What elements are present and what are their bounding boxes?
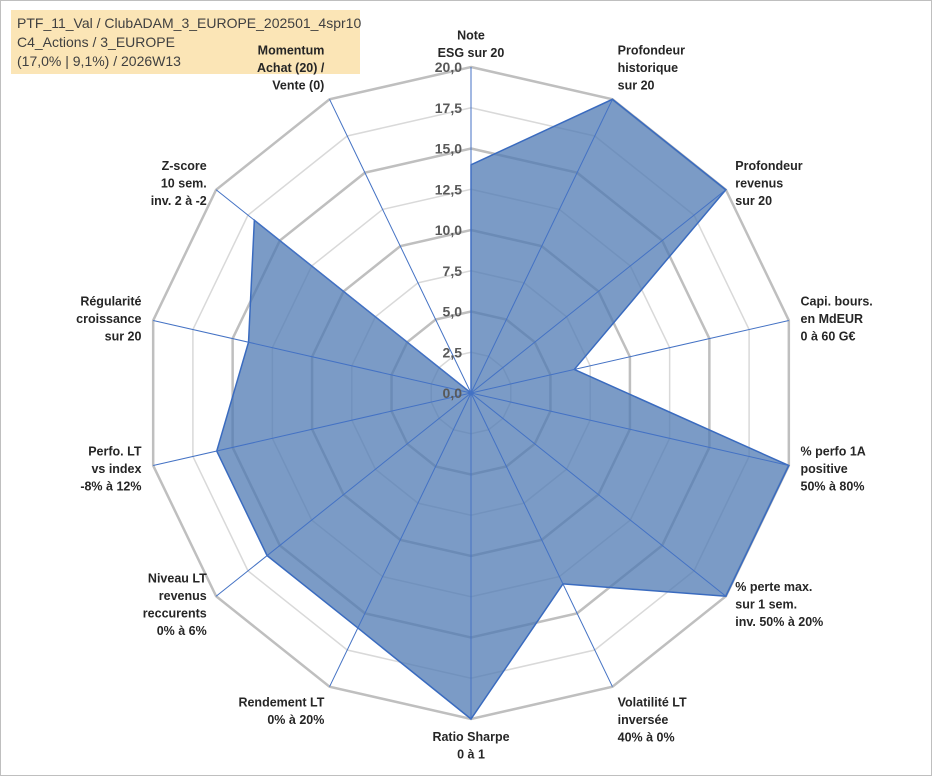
axis-label: Volatilité LT <box>618 696 687 710</box>
axis-spoke <box>153 319 472 394</box>
axis-label: Momentum <box>258 43 325 57</box>
axis-label: inv. 2 à -2 <box>151 194 207 208</box>
axis-spoke <box>470 99 613 394</box>
axis-label: Achat (20) / <box>257 61 325 75</box>
axis-spoke <box>215 392 472 597</box>
axis-spoke <box>470 189 727 394</box>
axis-spoke <box>329 392 472 687</box>
axis-label: 50% à 80% <box>801 480 865 494</box>
tick-label: 15,0 <box>435 141 462 157</box>
radar-axis-labels: Note ESG sur 20 Profondeur historique sur 20… <box>76 29 873 762</box>
axis-label: Rendement LT <box>238 696 324 710</box>
axis-label: ESG sur 20 <box>438 46 505 60</box>
axis-label: revenus <box>159 589 207 603</box>
axis-label: 40% à 0% <box>618 731 675 745</box>
radar-series-area <box>215 98 790 721</box>
axis-spoke <box>470 319 789 394</box>
axis-label: historique <box>618 61 678 75</box>
axis-label: Z-score <box>162 159 207 173</box>
radar-tick-labels: 0,0 2,5 5,0 7,5 10,0 12,5 15,0 17,5 20,0 <box>435 59 462 401</box>
title-line-3: (17,0% | 9,1%) / 2026W13 <box>17 53 181 69</box>
title-line-1: PTF_11_Val / ClubADAM_3_EUROPE_202501_4s… <box>17 15 362 31</box>
series-area <box>215 98 790 721</box>
axis-label: Capi. bours. <box>801 294 873 308</box>
axis-label: 0 à 60 G€ <box>801 329 856 343</box>
axis-spoke <box>470 392 727 597</box>
axis-spoke <box>215 189 472 394</box>
axis-label: Perfo. LT <box>88 445 142 459</box>
title-line-2: C4_Actions / 3_EUROPE <box>17 34 175 50</box>
axis-label: inversée <box>618 713 669 727</box>
tick-label: 0,0 <box>443 385 463 401</box>
tick-label: 7,5 <box>443 263 463 279</box>
axis-label: inv. 50% à 20% <box>735 615 823 629</box>
axis-spoke <box>470 392 789 467</box>
axis-label: 0 à 1 <box>457 748 485 762</box>
axis-label: en MdEUR <box>801 312 864 326</box>
axis-label: 0% à 20% <box>267 713 324 727</box>
axis-label: sur 20 <box>105 329 142 343</box>
tick-label: 2,5 <box>443 344 463 360</box>
axis-label: vs index <box>91 462 141 476</box>
tick-label: 12,5 <box>435 181 462 197</box>
axis-label: sur 20 <box>735 194 772 208</box>
axis-label: Ratio Sharpe <box>432 730 509 744</box>
tick-label: 17,5 <box>435 100 462 116</box>
axis-label: Profondeur <box>618 43 685 57</box>
chart-title-box: PTF_11_Val / ClubADAM_3_EUROPE_202501_4s… <box>11 10 362 74</box>
axis-label: revenus <box>735 176 783 190</box>
tick-label: 5,0 <box>443 304 463 320</box>
axis-label: sur 1 sem. <box>735 598 797 612</box>
axis-label: Niveau LT <box>148 571 207 585</box>
axis-label: reccurents <box>143 606 207 620</box>
axis-label: Note <box>457 29 485 43</box>
axis-label: croissance <box>76 312 141 326</box>
axis-label: Profondeur <box>735 159 802 173</box>
tick-label: 10,0 <box>435 222 462 238</box>
axis-label: % perfo 1A <box>801 445 866 459</box>
axis-label: 10 sem. <box>161 176 207 190</box>
axis-label: 0% à 6% <box>157 624 207 638</box>
tick-label: 20,0 <box>435 59 462 75</box>
axis-label: % perte max. <box>735 580 812 594</box>
axis-label: sur 20 <box>618 78 655 92</box>
axis-spoke <box>470 392 613 687</box>
axis-spoke <box>153 392 472 467</box>
axis-label: -8% à 12% <box>80 480 141 494</box>
axis-spoke <box>329 99 472 394</box>
axis-label: positive <box>801 462 848 476</box>
radar-spokes <box>153 67 789 719</box>
axis-label: Vente (0) <box>272 78 324 92</box>
axis-label: Régularité <box>80 294 141 308</box>
